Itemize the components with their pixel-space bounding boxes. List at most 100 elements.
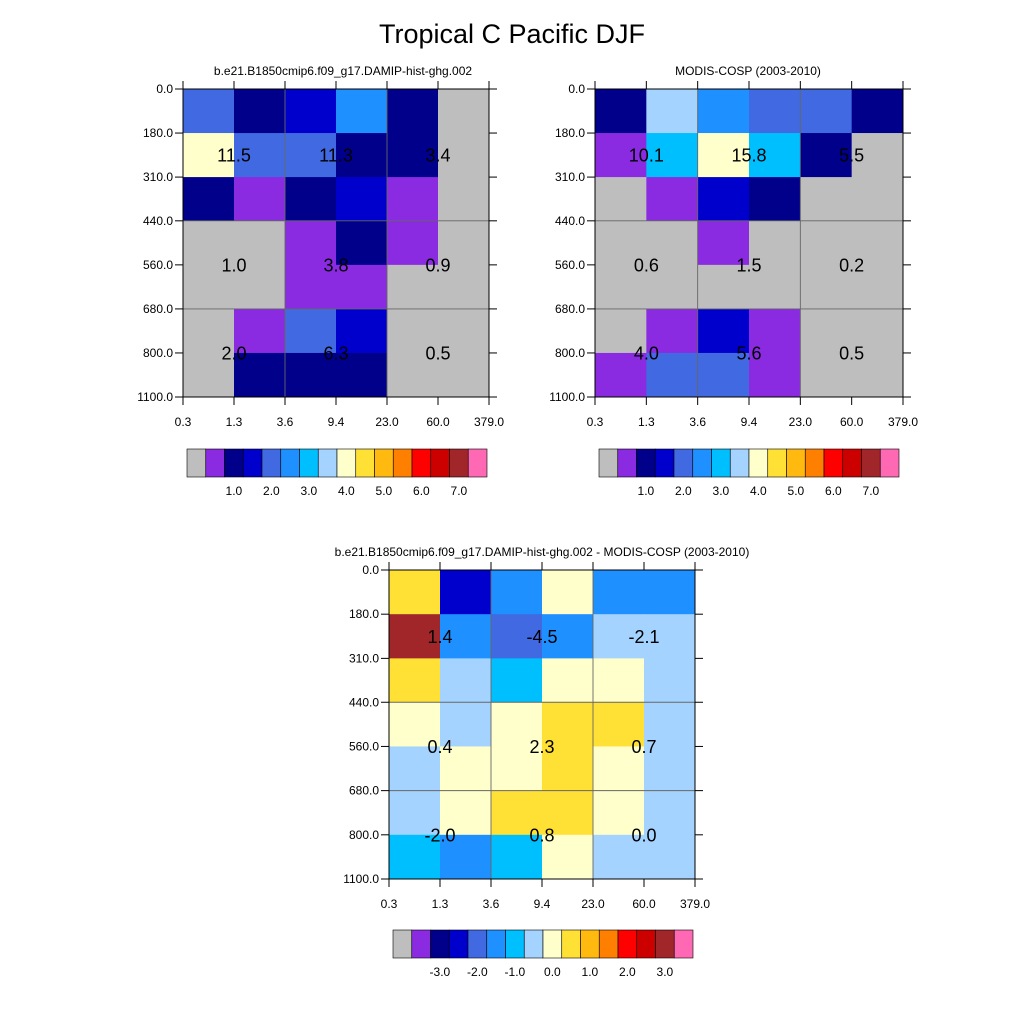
- y-tick-label: 800.0: [143, 346, 173, 360]
- colorbar-box: [299, 448, 319, 478]
- heatmap-cell: [387, 220, 439, 266]
- y-tick-label: 0.0: [362, 563, 379, 577]
- cell-annotation: 0.9: [425, 255, 450, 275]
- colorbar-box: [374, 448, 394, 478]
- x-tick-label: 60.0: [840, 415, 864, 429]
- heatmap-cell: [183, 308, 235, 354]
- heatmap-cell: [285, 308, 337, 354]
- heatmap-cell: [389, 790, 441, 836]
- colorbar-box: [636, 448, 656, 478]
- heatmap-cell: [491, 570, 543, 615]
- heatmap-cell: [542, 702, 594, 747]
- cell-annotation: 5.5: [839, 146, 864, 166]
- heatmap-cell: [234, 133, 286, 178]
- y-tick-label: 680.0: [143, 302, 173, 316]
- heatmap-cell: [800, 308, 853, 354]
- x-tick-label: 0.3: [587, 415, 604, 429]
- heatmap-cell: [749, 89, 801, 134]
- heatmap-cell: [697, 264, 750, 310]
- heatmap-cell: [697, 133, 750, 178]
- x-tick-label: 60.0: [632, 897, 656, 911]
- x-tick-label: 1.3: [226, 415, 243, 429]
- y-tick-label: 180.0: [349, 607, 379, 621]
- heatmap-cell: [644, 658, 696, 703]
- colorbar-label: 2.0: [675, 484, 692, 498]
- cell-annotation: 5.6: [736, 343, 761, 363]
- colorbar-label: 1.0: [582, 965, 599, 979]
- y-tick-label: 0.0: [156, 82, 173, 96]
- x-tick-label: 3.6: [689, 415, 706, 429]
- colorbar-label: -2.0: [467, 965, 488, 979]
- colorbar-box: [430, 929, 450, 959]
- panel-obs: MODIS-COSP (2003-2010) 0.0 180.0 310.0 440.…: [549, 64, 918, 498]
- heatmap-cell: [595, 352, 647, 398]
- heatmap-cell: [644, 746, 696, 792]
- x-tick-label: 23.0: [789, 415, 813, 429]
- colorbar-box: [449, 448, 469, 478]
- heatmap-cell: [234, 220, 286, 266]
- colorbar-box: [673, 929, 694, 959]
- heatmap-cell: [644, 790, 696, 836]
- heatmap-cell: [593, 746, 645, 792]
- colorbar-box: [823, 448, 844, 478]
- heatmap-cell: [387, 264, 439, 310]
- heatmap-cell: [183, 352, 235, 398]
- colorbar-box: [205, 448, 225, 478]
- colorbar-box: [542, 929, 563, 959]
- cell-annotation: 0.7: [631, 737, 656, 757]
- heatmap-cell: [440, 570, 492, 615]
- colorbar-label: 1.0: [638, 484, 655, 498]
- heatmap-cell: [387, 89, 439, 134]
- heatmap-cell: [491, 614, 543, 659]
- panel-diff: b.e21.B1850cmip6.f09_g17.DAMIP-hist-ghg.…: [335, 545, 750, 979]
- cell-annotation: 3.4: [425, 146, 450, 166]
- y-tick-label: 800.0: [555, 346, 585, 360]
- heatmap-cell: [800, 264, 853, 310]
- colorbar-box: [392, 929, 413, 959]
- heatmap-cell: [851, 308, 904, 354]
- heatmap-cell: [285, 352, 337, 398]
- colorbar-label: 7.0: [863, 484, 880, 498]
- heatmap-cell: [389, 746, 441, 792]
- colorbar-label: -1.0: [505, 965, 526, 979]
- heatmap-cell: [644, 702, 696, 747]
- colorbar-box: [654, 448, 675, 478]
- heatmap-cell: [389, 614, 441, 659]
- heatmap-cell: [644, 614, 696, 659]
- heatmap-cell: [438, 177, 490, 222]
- x-tick-label: 60.0: [426, 415, 450, 429]
- y-tick-label: 310.0: [349, 651, 379, 665]
- y-tick-label: 560.0: [143, 258, 173, 272]
- colorbar-box: [598, 448, 619, 478]
- heatmap-cell: [851, 89, 904, 134]
- cell-annotation: 0.5: [425, 343, 450, 363]
- heatmap-cell: [438, 89, 490, 134]
- colorbar-box: [280, 448, 300, 478]
- heatmap-cell: [542, 746, 594, 792]
- y-tick-label: 440.0: [349, 695, 379, 709]
- heatmap-cell: [697, 89, 750, 134]
- heatmap-cell: [491, 702, 543, 747]
- heatmap-cell: [387, 133, 439, 178]
- colorbar-label: -3.0: [430, 965, 451, 979]
- heatmap-cell: [593, 570, 645, 615]
- colorbar-box: [336, 448, 357, 478]
- cell-annotation: 0.5: [839, 343, 864, 363]
- y-tick-label: 310.0: [143, 170, 173, 184]
- x-tick-label: 0.3: [175, 415, 192, 429]
- colorbar-box: [186, 448, 207, 478]
- heatmap-cell: [285, 264, 337, 310]
- heatmap-cell: [438, 220, 490, 266]
- colorbar-label: 2.0: [619, 965, 636, 979]
- y-tick-label: 310.0: [555, 170, 585, 184]
- heatmap-cell: [697, 352, 750, 398]
- y-tick-label: 440.0: [555, 214, 585, 228]
- colorbar-box: [655, 929, 675, 959]
- cell-annotation: 0.8: [529, 825, 554, 845]
- colorbar-box: [767, 448, 787, 478]
- heatmap-cell: [183, 177, 235, 222]
- heatmap-cell: [593, 658, 645, 703]
- cell-annotation: 10.1: [629, 146, 664, 166]
- y-tick-label: 1100.0: [549, 390, 585, 404]
- colorbar-box: [729, 448, 750, 478]
